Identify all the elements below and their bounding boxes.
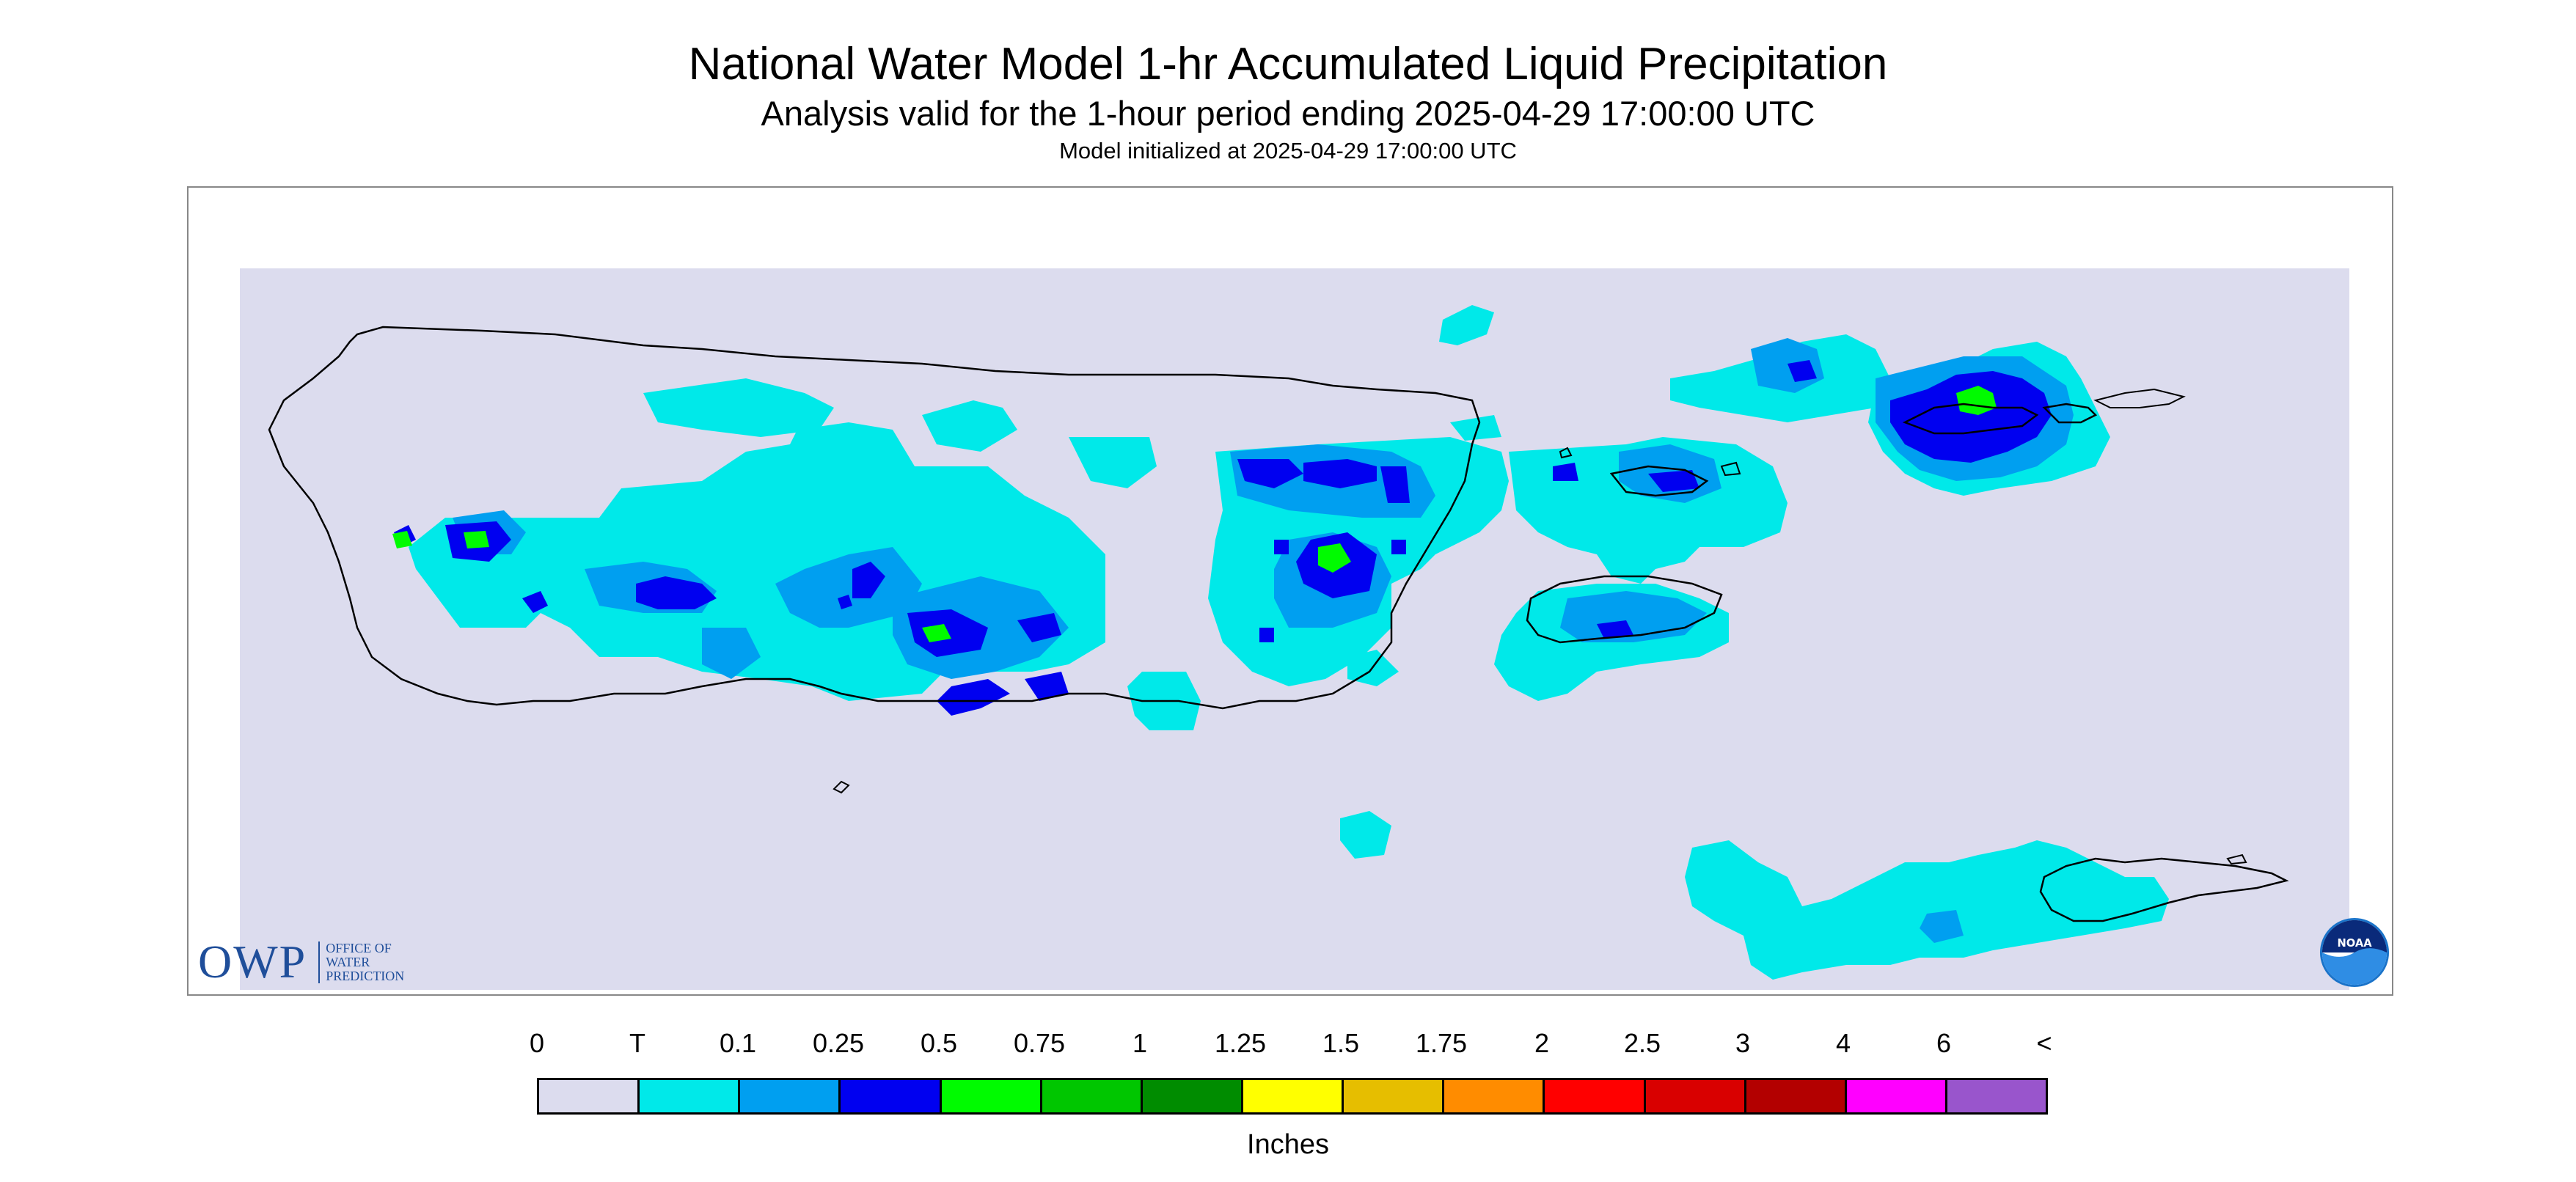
noaa-logo: NOAA: [2319, 917, 2390, 988]
legend-swatch: [640, 1080, 741, 1112]
st-croix-outline: [2039, 857, 2289, 922]
model-init-time: Model initialized at 2025-04-29 17:00:00…: [1059, 138, 1517, 164]
map-title: National Water Model 1-hr Accumulated Li…: [688, 39, 1888, 89]
legend-tick-label: 0.75: [1013, 1028, 1066, 1058]
map-subtitle: Analysis valid for the 1-hour period end…: [761, 94, 1815, 133]
legend-swatch: [1746, 1080, 1847, 1112]
legend-swatch: [1846, 1080, 1947, 1112]
legend-tick-label: 1.75: [1415, 1028, 1468, 1058]
legend-swatch: [1545, 1080, 1646, 1112]
legend-tick-label: 4: [1835, 1028, 1851, 1058]
color-legend-bar: [537, 1078, 2048, 1115]
owp-line: PREDICTION: [326, 968, 405, 983]
legend-tick-label: 2: [1534, 1028, 1550, 1058]
legend-tick-label: 1.5: [1322, 1028, 1360, 1058]
map-frame: [187, 186, 2393, 996]
legend-tick-label: 0.1: [719, 1028, 757, 1058]
legend-swatch: [1042, 1080, 1143, 1112]
legend-tick-label: 3: [1735, 1028, 1751, 1058]
bvi-outline: [2093, 388, 2186, 408]
legend-swatch: [740, 1080, 841, 1112]
owp-logo: OWP OFFICE OF WATER PREDICTION: [198, 939, 404, 985]
legend-swatch: [539, 1080, 640, 1112]
legend-labels: 0 T 0.1 0.25 0.5 0.75 1 1.25 1.5 1.75 2 …: [508, 1028, 2063, 1065]
legend-units: Inches: [1247, 1129, 1329, 1160]
mona-outline: [833, 780, 850, 794]
st-thomas-outline: [1902, 403, 2039, 435]
owp-letters: OWP: [198, 936, 307, 988]
legend-swatch: [1645, 1080, 1746, 1112]
vieques-outline: [1526, 575, 1723, 644]
culebra-outline: [1609, 465, 1709, 497]
legend-swatch: [1243, 1080, 1344, 1112]
heavy-precip-areas: [392, 386, 1997, 642]
st-john-outline: [2042, 403, 2098, 424]
owp-line: WATER: [326, 954, 370, 969]
legend-swatch: [1142, 1080, 1243, 1112]
islet-outline: [1559, 447, 1573, 459]
legend-swatch: [941, 1080, 1042, 1112]
precipitation-map: [240, 268, 2349, 990]
owp-line: OFFICE OF: [326, 940, 392, 955]
legend-tick-label: 0.5: [920, 1028, 958, 1058]
legend-swatch: [1947, 1080, 2046, 1112]
legend-tick-label: 6: [1936, 1028, 1952, 1058]
legend-tick-label: 0: [529, 1028, 545, 1058]
legend-tick-label: 2.5: [1623, 1028, 1661, 1058]
legend-swatch: [1344, 1080, 1445, 1112]
legend-tick-label: <: [2036, 1028, 2052, 1058]
noaa-logo-text: NOAA: [2337, 937, 2372, 950]
domain-pixel: [608, 282, 624, 298]
puerto-rico-outline: [268, 326, 1481, 710]
legend-tick-label: 1: [1132, 1028, 1148, 1058]
trace-precip-areas: [409, 305, 2169, 980]
islet-outline: [2226, 854, 2247, 865]
islet-outline: [1720, 461, 1741, 477]
owp-name: OFFICE OF WATER PREDICTION: [318, 941, 404, 983]
legend-swatch: [1444, 1080, 1545, 1112]
moderate-precip-areas: [394, 360, 2052, 716]
legend-swatch: [841, 1080, 942, 1112]
legend-tick-label: T: [629, 1028, 645, 1058]
legend-tick-label: 1.25: [1214, 1028, 1267, 1058]
legend-tick-label: 0.25: [812, 1028, 865, 1058]
